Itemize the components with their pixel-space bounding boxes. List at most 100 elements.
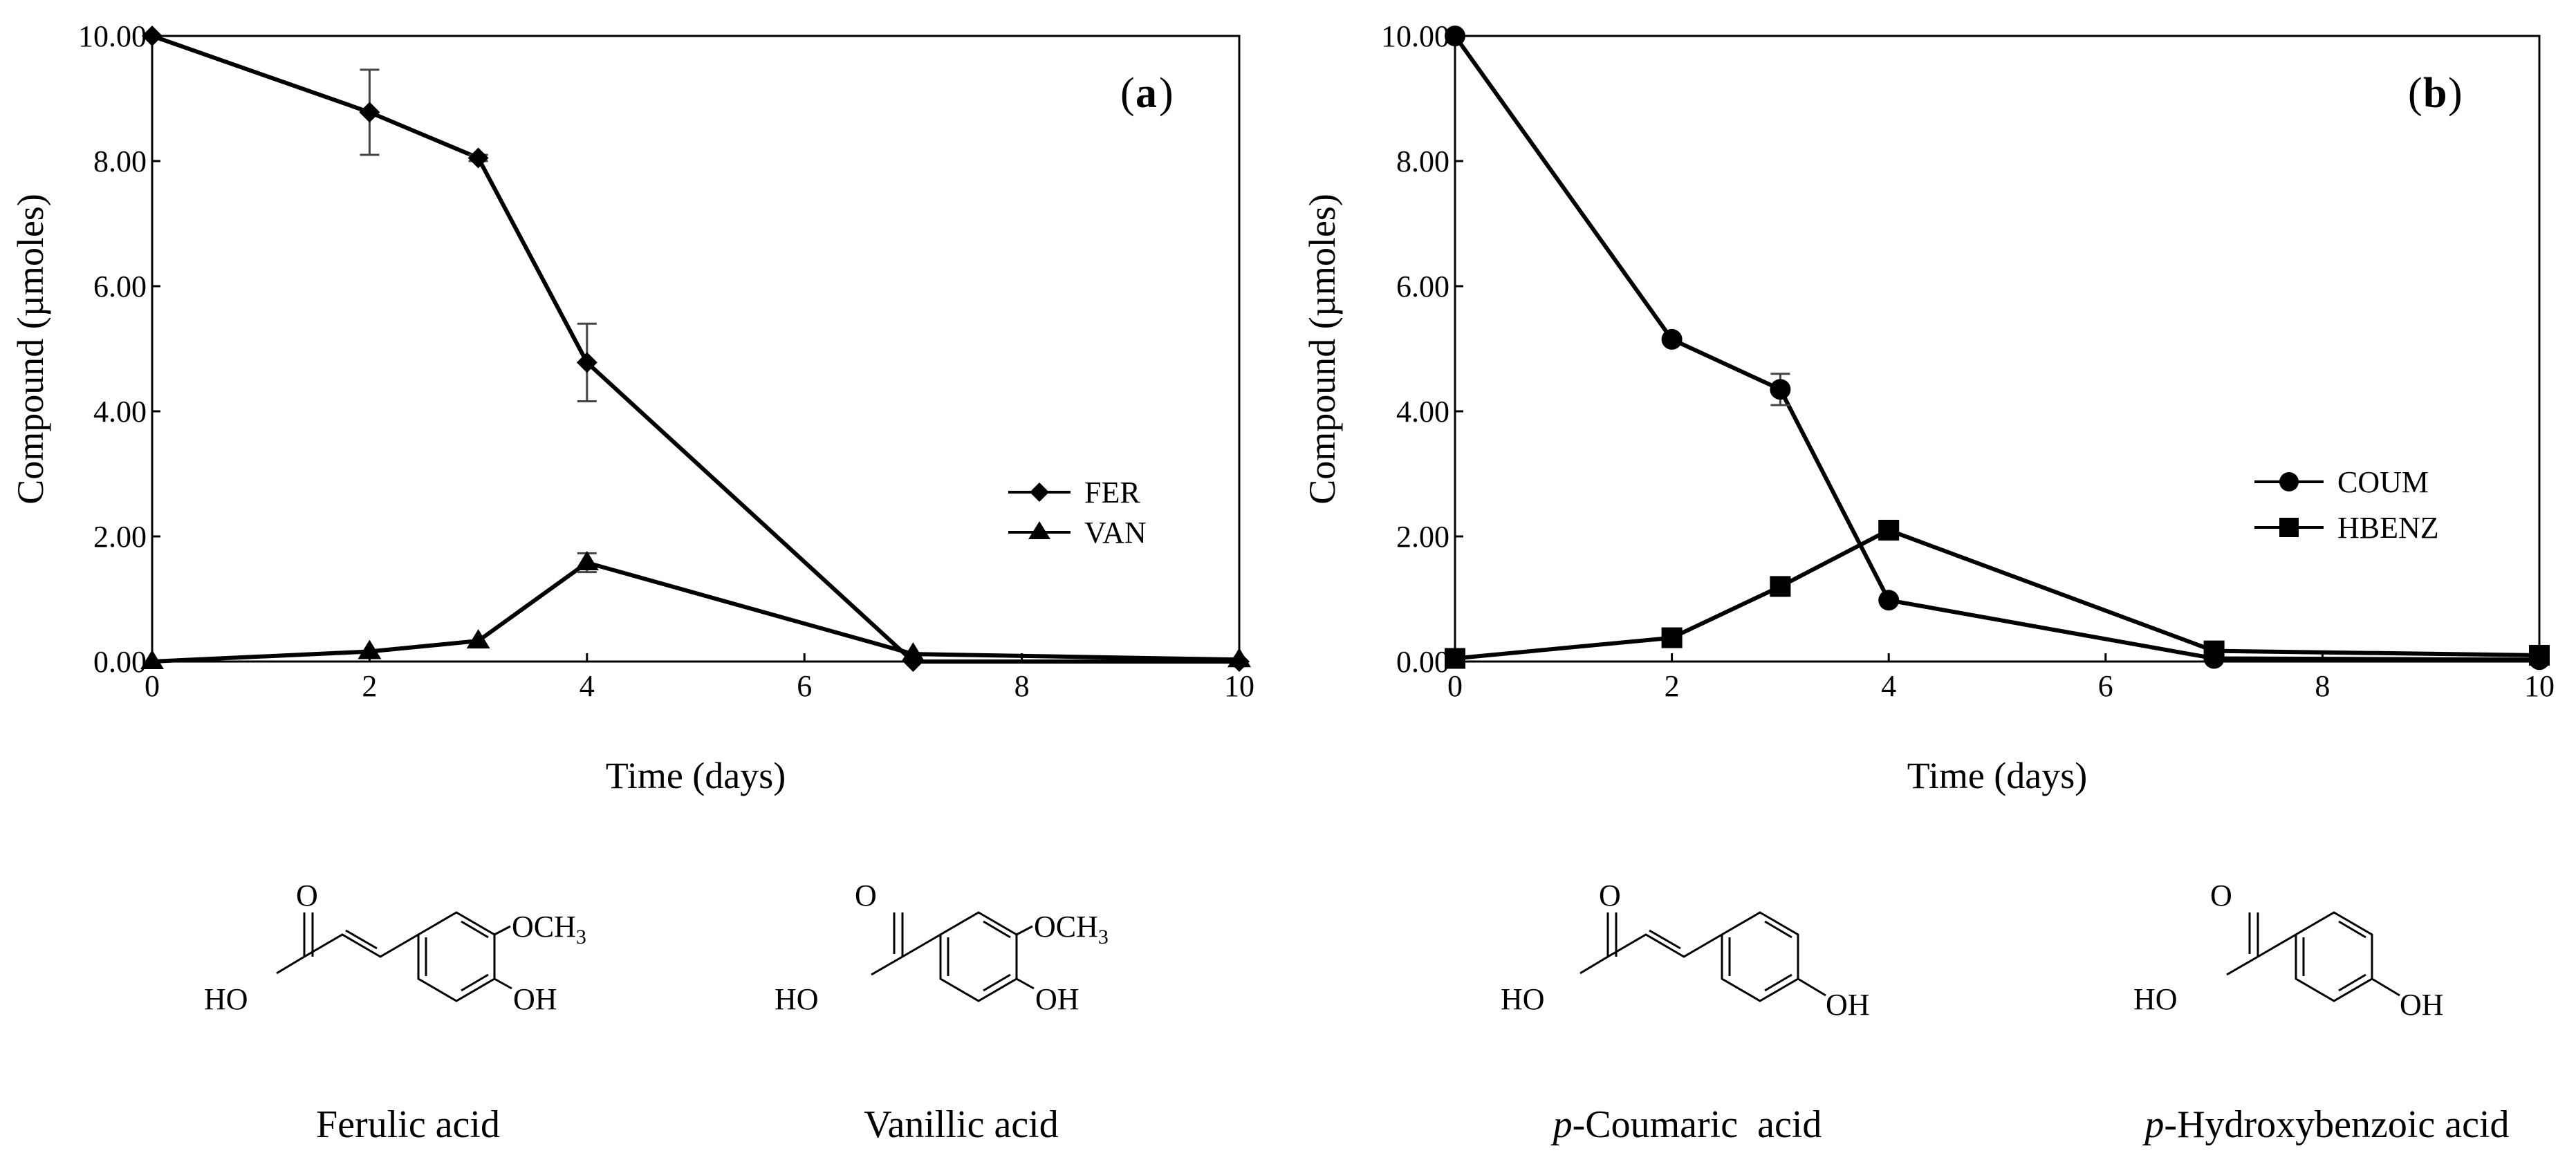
data-point-hbenz-1	[1661, 627, 1683, 648]
x-tick-label-b-5: 10	[2524, 669, 2555, 703]
chart-panel-b: 0 2 4 6 8 10 0.00 2.00 4.00 6.00 8.00 10.00 ( b ) T…	[1301, 19, 2555, 796]
ferulic-acid-name: Ferulic acid	[316, 1103, 500, 1146]
series-line-hbenz	[1454, 527, 2540, 661]
hydroxybenzoic-name-text: -Hydroxybenzoic acid	[2164, 1103, 2509, 1146]
coumaric-name-text: -Coumaric acid	[1573, 1103, 1822, 1146]
vanillic-och-text: OCH	[1034, 910, 1098, 944]
axis-ticks-b: 0 2 4 6 8 10 0.00 2.00 4.00 6.00 8.00 10.00	[1381, 19, 2555, 703]
p-hydroxybenzoic-acid-skeleton	[2226, 911, 2400, 1002]
legend-label-fer: FER	[1084, 476, 1140, 509]
y-tick-label-b-3: 6.00	[1396, 270, 1449, 303]
data-point-fer-1	[359, 102, 380, 123]
legend-marker-fer	[1030, 482, 1049, 502]
vanillic-hydroxy-bond	[1016, 977, 1035, 990]
chart-panel-a: 0 2 4 6 8 10 0.00 2.00 4.00 6.00 8.00 10.00 ( a ) T…	[10, 19, 1254, 796]
ferulic-side-chain	[303, 912, 419, 959]
vanillic-och-subscript: 3	[1098, 926, 1109, 948]
vanillic-methoxy-bond	[1016, 925, 1033, 936]
p-coumaric-acid-skeleton	[1579, 911, 1826, 1002]
vanillic-ho-label: HO	[775, 982, 819, 1016]
panel-label-close-paren-a: )	[1159, 70, 1174, 117]
hydroxybenzoic-hydroxy-bond	[2371, 977, 2400, 997]
plot-frame-b	[1454, 35, 2541, 663]
x-tick-label-a-1: 2	[362, 669, 377, 703]
panel-label-close-paren-b: )	[2448, 70, 2463, 117]
coumaric-side-chain	[1606, 912, 1723, 959]
hydroxybenzoic-ho-label: HO	[2133, 982, 2178, 1016]
data-point-fer-2	[467, 147, 489, 169]
data-point-van-2	[466, 629, 490, 649]
ferulic-och3-label: OCH3	[512, 910, 586, 948]
x-tick-label-a-4: 8	[1014, 669, 1030, 703]
error-bars-a	[360, 68, 597, 574]
y-tick-label-a-1: 2.00	[93, 520, 147, 554]
legend-label-van: VAN	[1084, 516, 1147, 550]
y-tick-label-b-0: 0.00	[1396, 645, 1449, 679]
legend-marker-coum	[2279, 472, 2299, 491]
hydroxybenzoic-oh-label: OH	[2400, 988, 2444, 1022]
vanillic-oh-label: OH	[1035, 982, 1079, 1016]
hydroxybenzoic-o-label: O	[2210, 879, 2232, 912]
data-point-hbenz-5	[2529, 644, 2550, 666]
data-point-hbenz-0	[1445, 648, 1465, 669]
panel-label-open-paren-a: (	[1120, 70, 1135, 117]
legend-label-hbenz: HBENZ	[2337, 511, 2439, 545]
legend-a: FER VAN	[1008, 476, 1147, 550]
x-tick-label-b-1: 2	[1665, 669, 1680, 703]
y-tick-label-b-1: 2.00	[1396, 520, 1449, 554]
vanillic-name-text: Vanillic acid	[864, 1103, 1058, 1146]
ferulic-o-label: O	[296, 879, 318, 912]
vanillic-ring-double-bonds	[947, 920, 1011, 992]
vanillic-carboxyl-bonds	[871, 912, 941, 976]
coumaric-vinyl-double-bond	[1649, 929, 1681, 950]
x-tick-label-b-4: 8	[2315, 669, 2330, 703]
x-tick-label-b-0: 0	[1447, 669, 1463, 703]
y-tick-label-a-4: 8.00	[93, 144, 147, 178]
vanillic-acid-skeleton	[871, 911, 1035, 1002]
data-point-coum-0	[1445, 26, 1465, 46]
panel-label-open-paren-b: (	[2408, 70, 2422, 117]
ferulic-vinyl-double-bond	[345, 929, 378, 950]
hydroxybenzoic-ring-double-bonds	[2302, 920, 2366, 992]
x-axis-title-b: Time (days)	[1907, 755, 2088, 796]
series-line-van	[151, 560, 1240, 664]
data-point-van-5	[1227, 648, 1251, 668]
x-tick-label-b-3: 6	[2098, 669, 2113, 703]
data-point-van-0	[140, 650, 164, 669]
x-tick-label-a-5: 10	[1224, 669, 1254, 703]
ferulic-och-subscript: 3	[576, 926, 586, 948]
hydroxybenzoic-ring	[2295, 911, 2373, 1002]
data-point-coum-2	[1770, 379, 1791, 400]
ferulic-acid-oh-bond	[276, 955, 305, 975]
coumaric-ho-label: HO	[1501, 982, 1545, 1016]
panel-label-a: a	[1136, 70, 1157, 117]
data-point-van-3	[575, 551, 599, 571]
y-axis-title-b: Compound (µmoles)	[1301, 194, 1343, 505]
data-point-van-1	[358, 639, 382, 659]
coumaric-hydroxy-bond	[1797, 977, 1826, 997]
y-tick-label-b-4: 8.00	[1396, 144, 1449, 178]
data-point-coum-1	[1661, 328, 1683, 350]
y-tick-label-a-0: 0.00	[93, 645, 147, 679]
legend-label-coum: COUM	[2337, 465, 2429, 499]
x-tick-label-a-2: 4	[580, 669, 595, 703]
series-line-fer	[151, 34, 1239, 664]
data-point-coum-3	[1878, 590, 1900, 611]
vanillic-acid-name: Vanillic acid	[864, 1103, 1058, 1146]
hydroxybenzoic-carboxyl-bonds	[2226, 912, 2297, 976]
data-point-hbenz-2	[1770, 576, 1791, 597]
ferulic-ring	[417, 911, 496, 1002]
structure-ferulic-acid: O HO OCH3 OH Ferulic acid	[204, 879, 586, 1146]
ferulic-och-text: OCH	[512, 910, 576, 944]
coumaric-ring-double-bonds	[1728, 920, 1792, 992]
y-tick-label-a-5: 10.00	[78, 19, 147, 53]
plot-frame-a	[151, 35, 1241, 663]
data-point-fer-0	[142, 26, 163, 46]
ferulic-ho-label: HO	[204, 982, 248, 1016]
x-tick-label-a-3: 6	[797, 669, 812, 703]
axis-ticks-a: 0 2 4 6 8 10 0.00 2.00 4.00 6.00 8.00 10.00	[78, 19, 1254, 703]
hydroxybenzoic-name-prefix: p	[2142, 1103, 2164, 1146]
x-axis-title-a: Time (days)	[606, 755, 786, 796]
p-coumaric-acid-name: p-Coumaric acid	[1550, 1103, 1822, 1146]
